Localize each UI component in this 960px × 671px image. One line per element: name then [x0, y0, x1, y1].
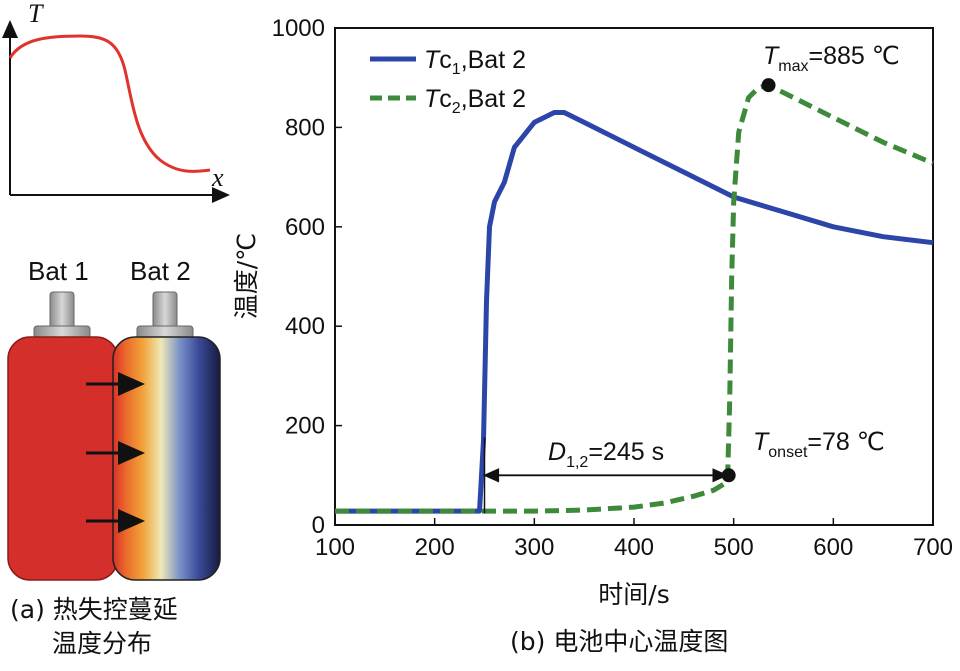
x-tick-label: 300 [514, 534, 554, 561]
tonset-annotation: Tonset=78 ℃ [753, 428, 885, 461]
caption-a-line1: (a) 热失控蔓延 [10, 595, 178, 624]
legend-label-series-1: Tc1,Bat 2 [424, 46, 526, 78]
legend: Tc1,Bat 2 Tc2,Bat 2 [370, 46, 526, 117]
sketch-x-label: x [211, 163, 224, 192]
data-point-marker [721, 468, 736, 483]
y-tick-label: 600 [285, 214, 325, 241]
x-tick-label: 100 [315, 534, 355, 561]
temperature-sketch: T x [1, 0, 230, 203]
y-tick-label: 400 [285, 313, 325, 340]
delay-indicator [482, 437, 729, 514]
x-tick-label: 700 [913, 534, 953, 561]
series-line-2 [335, 82, 934, 514]
caption-a-line2: 温度分布 [52, 629, 153, 658]
x-tick-label: 200 [415, 534, 455, 561]
battery2-body [112, 336, 221, 581]
y-tick-label: 200 [285, 413, 325, 440]
axis-ticks: 100 200 300 400 500 600 700 0 200 400 600 800 1000 [272, 15, 953, 561]
caption-b: (b) 电池中心温度图 [510, 627, 729, 656]
legend-label-series-2: Tc2,Bat 2 [424, 85, 526, 117]
sketch-temperature-curve [8, 34, 211, 173]
y-tick-label: 1000 [272, 15, 325, 42]
series-line-1 [335, 110, 934, 514]
x-axis-title: 时间/s [598, 580, 669, 609]
chart: 100 200 300 400 500 600 700 0 200 400 600 800 1000 T… [232, 15, 953, 609]
sketch-y-label: T [28, 0, 44, 28]
series-lines [335, 82, 934, 514]
battery2-label: Bat 2 [130, 256, 191, 286]
x-tick-label: 500 [714, 534, 754, 561]
battery1-body [7, 336, 119, 581]
battery1-label: Bat 1 [28, 256, 89, 286]
battery-diagram: Bat 1 Bat 2 [7, 256, 221, 581]
x-tick-label: 600 [813, 534, 853, 561]
y-tick-label: 800 [285, 114, 325, 141]
y-axis-title: 温度/℃ [232, 233, 261, 320]
point-markers [721, 78, 776, 483]
battery1-terminal [49, 291, 75, 331]
battery2-terminal [152, 291, 178, 331]
delay-annotation: D1,2=245 s [548, 438, 664, 471]
tmax-annotation: Tmax=885 ℃ [763, 42, 900, 75]
y-tick-label: 0 [312, 512, 325, 539]
data-point-marker [761, 78, 776, 93]
x-tick-label: 400 [614, 534, 654, 561]
